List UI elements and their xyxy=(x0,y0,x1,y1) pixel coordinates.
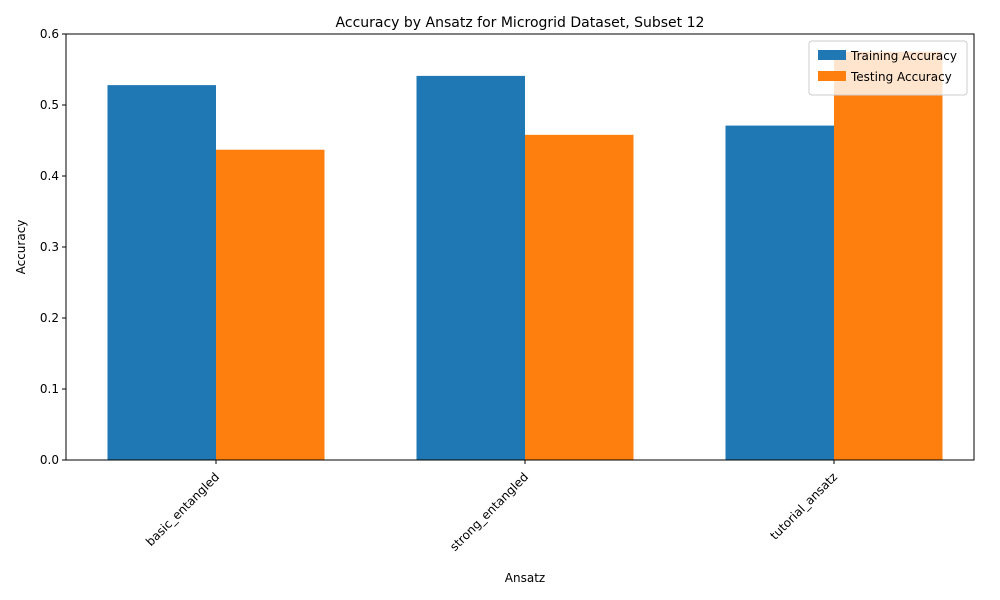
y-axis: 0.0 0.1 0.2 0.3 0.4 0.5 0.6 xyxy=(40,27,66,467)
legend-swatch-testing xyxy=(818,71,846,81)
bar-basic_entangled-testing xyxy=(216,149,325,461)
x-tick-label: strong_entangled xyxy=(447,470,531,554)
legend-box xyxy=(808,40,968,96)
x-tick-label: tutorial_ansatz xyxy=(767,470,840,543)
x-axis-label: Ansatz xyxy=(505,571,545,585)
legend-label-testing: Testing Accuracy xyxy=(850,70,952,84)
legend-swatch-training xyxy=(818,50,846,60)
bar-basic_entangled-training xyxy=(107,85,216,461)
y-tick-label: 0.1 xyxy=(40,382,59,396)
x-tick-label: basic_entangled xyxy=(143,470,222,549)
y-tick-label: 0.4 xyxy=(40,169,59,183)
y-axis-label: Accuracy xyxy=(14,220,28,275)
y-tick-label: 0.2 xyxy=(40,311,59,325)
x-axis: basic_entangled strong_entangled tutorial_… xyxy=(143,460,840,554)
chart-title: Accuracy by Ansatz for Microgrid Dataset… xyxy=(336,15,705,31)
bar-strong_entangled-testing xyxy=(525,134,634,460)
bars-group xyxy=(107,51,943,461)
y-tick-label: 0.5 xyxy=(40,98,59,112)
y-tick-label: 0.6 xyxy=(40,27,59,41)
bar-tutorial_ansatz-training xyxy=(725,125,834,460)
y-tick-label: 0.0 xyxy=(40,453,59,467)
y-tick-label: 0.3 xyxy=(40,240,59,254)
legend-label-training: Training Accuracy xyxy=(850,49,957,63)
bar-strong_entangled-training xyxy=(416,75,525,460)
legend: Training Accuracy Testing Accuracy xyxy=(808,40,968,96)
bar-tutorial_ansatz-testing xyxy=(834,51,943,460)
